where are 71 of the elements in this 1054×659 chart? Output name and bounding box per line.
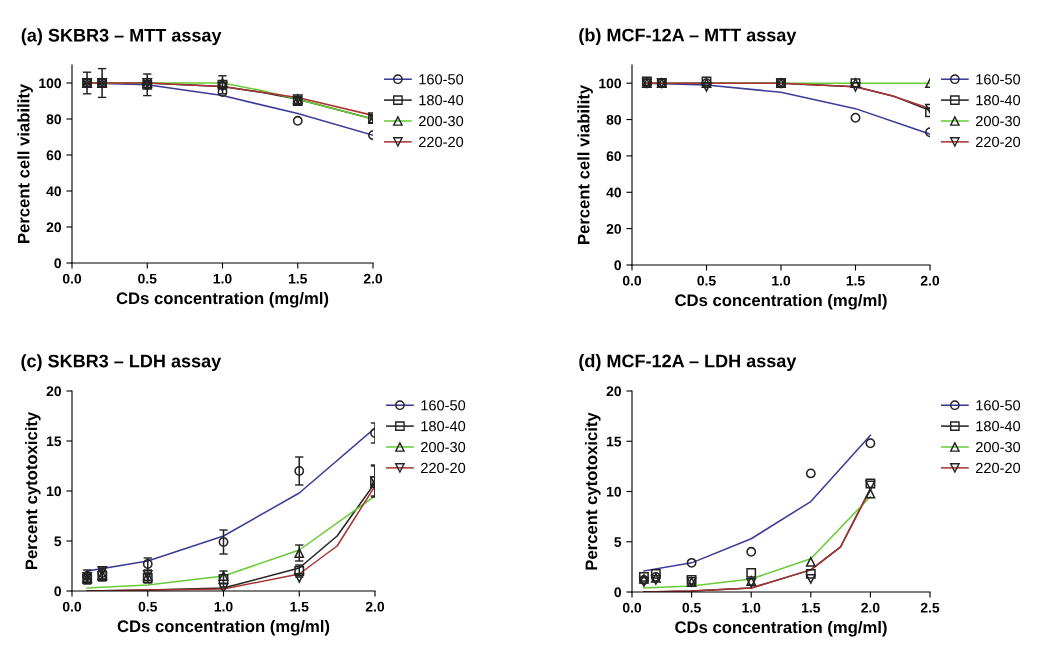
y-tick-label: 40	[46, 186, 62, 197]
chart-title: (d) MCF-12A – LDH assay	[579, 354, 797, 371]
y-tick-label: 20	[606, 386, 622, 397]
y-tick-label: 10	[47, 486, 62, 497]
legend-label: 160-50	[976, 74, 1021, 85]
y-tick-label: 20	[606, 223, 622, 234]
chart-title: (a) SKBR3 – MTT assay	[21, 28, 222, 46]
y-tick-label: 60	[606, 151, 622, 162]
y-tick-label: 20	[46, 386, 62, 397]
y-tick-label: 5	[54, 536, 62, 547]
legend-label: 200-30	[976, 115, 1021, 127]
x-tick-label: 2.0	[861, 602, 880, 613]
y-tick-label: 0	[54, 258, 62, 269]
y-axis-title: Percent cell viability	[17, 83, 33, 244]
x-tick-label: 1.5	[290, 601, 309, 612]
x-tick-label: 2.5	[920, 602, 940, 613]
x-tick-label: 2.0	[363, 273, 383, 284]
legend-label: 200-30	[976, 441, 1021, 453]
y-tick-label: 40	[606, 187, 622, 198]
legend-label: 200-30	[421, 441, 466, 453]
legend-label: 180-40	[421, 421, 466, 432]
x-tick-label: 1.0	[213, 273, 232, 284]
y-tick-label: 60	[46, 150, 62, 161]
legend-label: 220-20	[976, 462, 1021, 474]
x-tick-label: 2.0	[365, 601, 385, 612]
chart-title: (c) SKBR3 – LDH assay	[21, 354, 222, 371]
x-tick-label: 0.0	[62, 601, 82, 612]
x-tick-label: 0.5	[138, 601, 158, 612]
x-tick-label: 0.5	[682, 602, 701, 613]
y-tick-label: 100	[39, 78, 62, 89]
y-axis-title: Percent cytotoxicity	[585, 412, 601, 570]
y-tick-label: 15	[607, 436, 622, 447]
x-tick-label: 0.5	[697, 275, 716, 286]
x-axis-title: CDs concentration (mg/ml)	[675, 620, 887, 637]
x-tick-label: 0.0	[62, 273, 82, 284]
y-axis-title: Percent cytotoxicity	[25, 411, 41, 570]
x-tick-label: 0.0	[622, 275, 642, 286]
legend-label: 200-30	[419, 115, 464, 127]
legend-label: 160-50	[419, 74, 464, 85]
x-tick-label: 0.0	[622, 602, 642, 613]
x-tick-label: 1.0	[214, 601, 233, 612]
x-tick-label: 1.5	[846, 275, 865, 286]
y-tick-label: 80	[606, 114, 622, 125]
x-tick-label: 1.5	[802, 602, 821, 613]
legend-label: 180-40	[976, 421, 1021, 432]
chart-title: (b) MCF-12A – MTT assay	[579, 28, 797, 45]
y-tick-label: 5	[614, 537, 622, 547]
y-tick-label: 0	[614, 587, 622, 598]
y-tick-label: 10	[607, 486, 622, 497]
x-axis-title: CDs concentration (mg/ml)	[675, 293, 887, 310]
legend-label: 160-50	[976, 400, 1021, 411]
legend-label: 180-40	[419, 95, 464, 106]
x-axis-title: CDs concentration (mg/ml)	[116, 291, 329, 308]
legend-label: 220-20	[419, 136, 464, 148]
x-tick-label: 0.5	[138, 273, 157, 284]
y-tick-label: 80	[46, 114, 62, 125]
x-tick-label: 1.0	[772, 275, 791, 286]
legend-label: 160-50	[421, 400, 466, 411]
x-tick-label: 1.0	[742, 602, 761, 613]
y-tick-label: 0	[54, 586, 62, 597]
legend-label: 180-40	[976, 95, 1021, 106]
x-tick-label: 1.5	[288, 273, 308, 284]
y-tick-label: 0	[614, 260, 622, 271]
y-axis-title: Percent cell viability	[577, 84, 593, 245]
legend-label: 220-20	[976, 136, 1021, 148]
legend-label: 220-20	[421, 462, 466, 474]
y-tick-label: 100	[599, 78, 622, 89]
x-tick-label: 2.0	[920, 275, 940, 286]
y-tick-label: 20	[46, 222, 62, 233]
x-axis-title: CDs concentration (mg/ml)	[117, 619, 330, 636]
y-tick-label: 15	[47, 436, 62, 447]
